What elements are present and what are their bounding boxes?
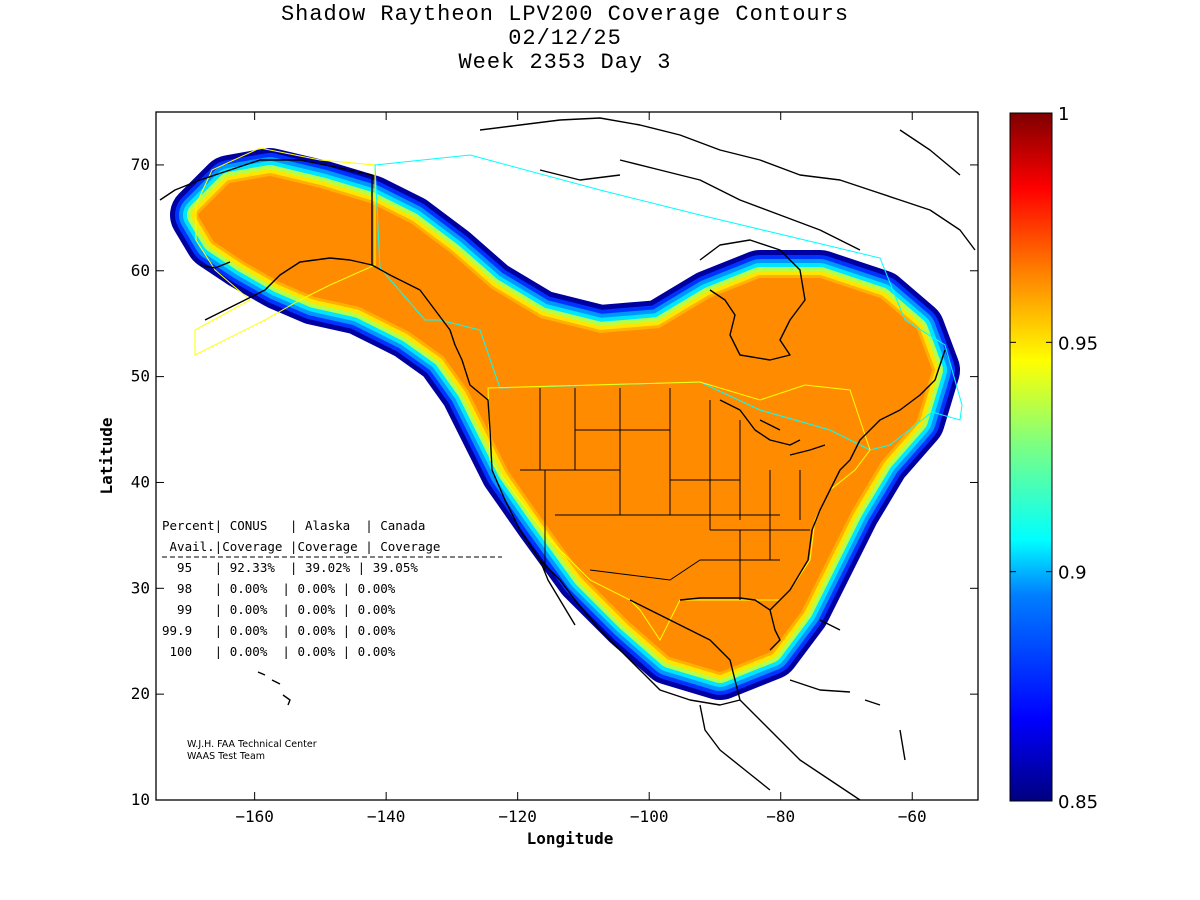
x-tick-label: −160 (235, 807, 274, 826)
hawaii (257, 671, 291, 706)
x-tick-label: −60 (898, 807, 927, 826)
cb-tick-label: 0.95 (1058, 333, 1098, 354)
axis-ticks (156, 112, 978, 801)
arctic-islands (479, 117, 976, 251)
x-tick-label: −120 (498, 807, 537, 826)
y-tick-label: 10 (131, 790, 150, 809)
cb-tick-label: 0.9 (1058, 563, 1087, 584)
gulf-coast (629, 349, 946, 701)
chart-date: 02/12/25 (508, 26, 622, 51)
alaska-boundary (194, 147, 376, 356)
y-tick-label: 30 (131, 578, 150, 597)
y-tick-label: 40 (131, 472, 150, 491)
hudson-bay (699, 239, 806, 361)
caribbean (789, 619, 906, 761)
y-tick-label: 50 (131, 367, 150, 386)
coastlines (159, 117, 976, 800)
stats-row-100: 100 | 0.00% | 0.00% | 0.00% (162, 644, 396, 659)
x-tick-label: −140 (367, 807, 406, 826)
stats-row-99: 99 | 0.00% | 0.00% | 0.00% (162, 602, 396, 617)
pacific-coast (461, 359, 741, 706)
core-canada (440, 300, 920, 420)
great-lakes (719, 399, 826, 456)
stats-header-2: Avail.|Coverage |Coverage | Coverage (162, 539, 440, 554)
stats-row-98: 98 | 0.00% | 0.00% | 0.00% (162, 581, 396, 596)
coverage-stats-table: Percent| CONUS | Alaska | Canada Avail.|… (162, 518, 502, 659)
x-tick-label: −100 (630, 807, 669, 826)
y-axis-label: Latitude (97, 417, 116, 494)
x-axis-label: Longitude (527, 829, 614, 848)
state-lines (520, 388, 810, 600)
credit-line-2: WAAS Test Team (187, 751, 265, 762)
y-tick-labels: 10 20 30 40 50 60 70 (131, 155, 150, 809)
cb-tick-label: 1 (1058, 104, 1069, 125)
x-tick-labels: −160 −140 −120 −100 −80 −60 (235, 807, 926, 826)
cb-tick-label: 0.85 (1058, 792, 1098, 813)
stats-row-99-9: 99.9 | 0.00% | 0.00% | 0.00% (162, 623, 396, 638)
plot-frame (155, 111, 979, 801)
chart-title: Shadow Raytheon LPV200 Coverage Contours (280, 2, 850, 27)
canada-boundary (374, 154, 963, 451)
credit-line-1: W.J.H. FAA Technical Center (187, 739, 317, 750)
central-america (699, 699, 861, 800)
stats-header-1: Percent| CONUS | Alaska | Canada (162, 518, 425, 533)
x-tick-label: −80 (766, 807, 795, 826)
y-tick-label: 20 (131, 684, 150, 703)
core-conus (500, 382, 860, 650)
chart-week-day: Week 2353 Day 3 (458, 50, 672, 75)
y-tick-label: 70 (131, 155, 150, 174)
colorbar (1009, 112, 1053, 802)
colorbar-ticks: 0.85 0.9 0.95 1 (1010, 104, 1098, 813)
y-tick-label: 60 (131, 261, 150, 280)
stats-row-95: 95 | 92.33% | 39.02% | 39.05% (162, 560, 418, 575)
alaska-coast (159, 159, 463, 361)
core-gulf (660, 600, 770, 650)
